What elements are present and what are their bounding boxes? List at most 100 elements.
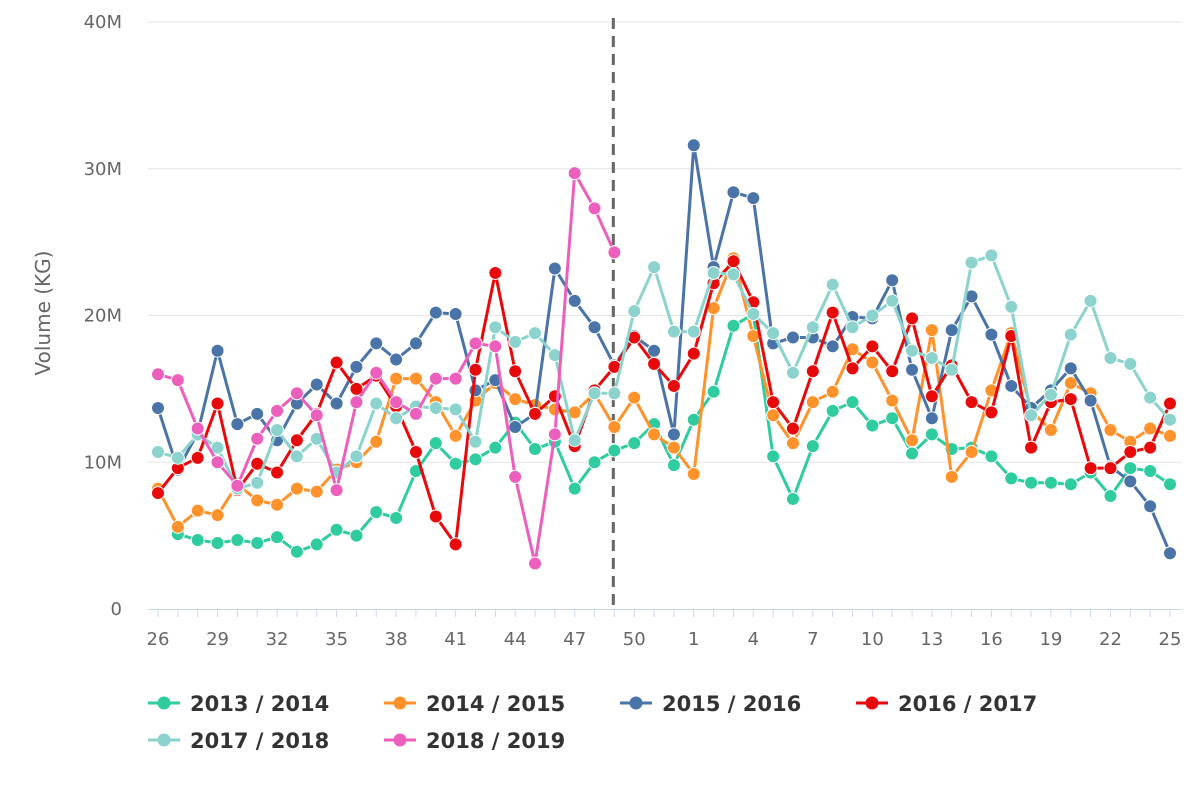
data-point[interactable] — [547, 427, 562, 442]
data-point[interactable] — [607, 386, 622, 401]
data-point[interactable] — [250, 475, 265, 490]
data-point[interactable] — [984, 327, 999, 342]
data-point[interactable] — [726, 185, 741, 200]
series-0[interactable] — [170, 307, 1177, 559]
data-point[interactable] — [250, 535, 265, 550]
data-point[interactable] — [706, 265, 721, 280]
legend-item[interactable]: 2017 / 2018 — [148, 729, 329, 753]
data-point[interactable] — [468, 336, 483, 351]
data-point[interactable] — [309, 484, 324, 499]
data-point[interactable] — [448, 456, 463, 471]
data-point[interactable] — [468, 452, 483, 467]
data-point[interactable] — [428, 436, 443, 451]
data-point[interactable] — [230, 533, 245, 548]
data-point[interactable] — [289, 386, 304, 401]
data-point[interactable] — [508, 469, 523, 484]
data-point[interactable] — [1163, 477, 1177, 492]
data-point[interactable] — [845, 320, 860, 335]
data-point[interactable] — [1024, 440, 1039, 455]
data-point[interactable] — [885, 364, 900, 379]
data-point[interactable] — [190, 450, 205, 465]
data-point[interactable] — [825, 384, 840, 399]
data-point[interactable] — [746, 191, 761, 206]
data-point[interactable] — [1103, 489, 1118, 504]
data-point[interactable] — [270, 465, 285, 480]
data-point[interactable] — [905, 343, 920, 358]
data-point[interactable] — [885, 393, 900, 408]
data-point[interactable] — [825, 339, 840, 354]
data-point[interactable] — [1143, 440, 1158, 455]
data-point[interactable] — [666, 427, 681, 442]
data-point[interactable] — [528, 556, 543, 571]
data-point[interactable] — [865, 355, 880, 370]
data-point[interactable] — [587, 320, 602, 335]
data-point[interactable] — [627, 304, 642, 319]
data-point[interactable] — [825, 403, 840, 418]
data-point[interactable] — [389, 395, 404, 410]
data-point[interactable] — [151, 367, 165, 382]
data-point[interactable] — [567, 481, 582, 496]
data-point[interactable] — [1143, 421, 1158, 436]
data-point[interactable] — [329, 522, 344, 537]
data-point[interactable] — [210, 535, 225, 550]
data-point[interactable] — [1063, 361, 1078, 376]
data-point[interactable] — [1024, 408, 1039, 423]
series-2[interactable] — [151, 138, 1177, 561]
data-point[interactable] — [151, 444, 165, 459]
data-point[interactable] — [686, 346, 701, 361]
data-point[interactable] — [408, 444, 423, 459]
data-point[interactable] — [905, 446, 920, 461]
data-point[interactable] — [369, 365, 384, 380]
data-point[interactable] — [448, 371, 463, 386]
data-point[interactable] — [785, 491, 800, 506]
data-point[interactable] — [508, 364, 523, 379]
data-point[interactable] — [607, 245, 622, 260]
data-point[interactable] — [488, 339, 503, 354]
data-point[interactable] — [369, 434, 384, 449]
data-point[interactable] — [250, 406, 265, 421]
data-point[interactable] — [508, 420, 523, 435]
data-point[interactable] — [924, 389, 939, 404]
data-point[interactable] — [349, 449, 364, 464]
data-point[interactable] — [190, 503, 205, 518]
data-point[interactable] — [289, 433, 304, 448]
data-point[interactable] — [1043, 387, 1058, 402]
data-point[interactable] — [1063, 327, 1078, 342]
data-point[interactable] — [706, 384, 721, 399]
data-point[interactable] — [428, 509, 443, 524]
data-point[interactable] — [408, 336, 423, 351]
data-point[interactable] — [944, 323, 959, 338]
data-point[interactable] — [1163, 396, 1177, 411]
data-point[interactable] — [428, 371, 443, 386]
data-point[interactable] — [1083, 293, 1098, 308]
legend-item[interactable]: 2013 / 2014 — [148, 692, 329, 716]
data-point[interactable] — [1024, 475, 1039, 490]
data-point[interactable] — [1123, 356, 1138, 371]
data-point[interactable] — [1163, 412, 1177, 427]
data-point[interactable] — [230, 417, 245, 432]
data-point[interactable] — [270, 530, 285, 545]
data-point[interactable] — [1083, 461, 1098, 476]
data-point[interactable] — [428, 305, 443, 320]
data-point[interactable] — [528, 406, 543, 421]
data-point[interactable] — [666, 324, 681, 339]
data-point[interactable] — [587, 201, 602, 216]
data-point[interactable] — [329, 396, 344, 411]
data-point[interactable] — [845, 361, 860, 376]
data-point[interactable] — [1063, 477, 1078, 492]
data-point[interactable] — [984, 405, 999, 420]
data-point[interactable] — [1123, 474, 1138, 489]
data-point[interactable] — [944, 469, 959, 484]
data-point[interactable] — [726, 254, 741, 269]
data-point[interactable] — [627, 436, 642, 451]
data-point[interactable] — [964, 444, 979, 459]
data-point[interactable] — [528, 442, 543, 457]
data-point[interactable] — [1004, 471, 1019, 486]
data-point[interactable] — [210, 455, 225, 470]
series-5[interactable] — [151, 166, 622, 571]
data-point[interactable] — [1063, 392, 1078, 407]
legend-item[interactable]: 2015 / 2016 — [620, 692, 801, 716]
data-point[interactable] — [1103, 422, 1118, 437]
data-point[interactable] — [190, 421, 205, 436]
legend-item[interactable]: 2016 / 2017 — [856, 692, 1037, 716]
